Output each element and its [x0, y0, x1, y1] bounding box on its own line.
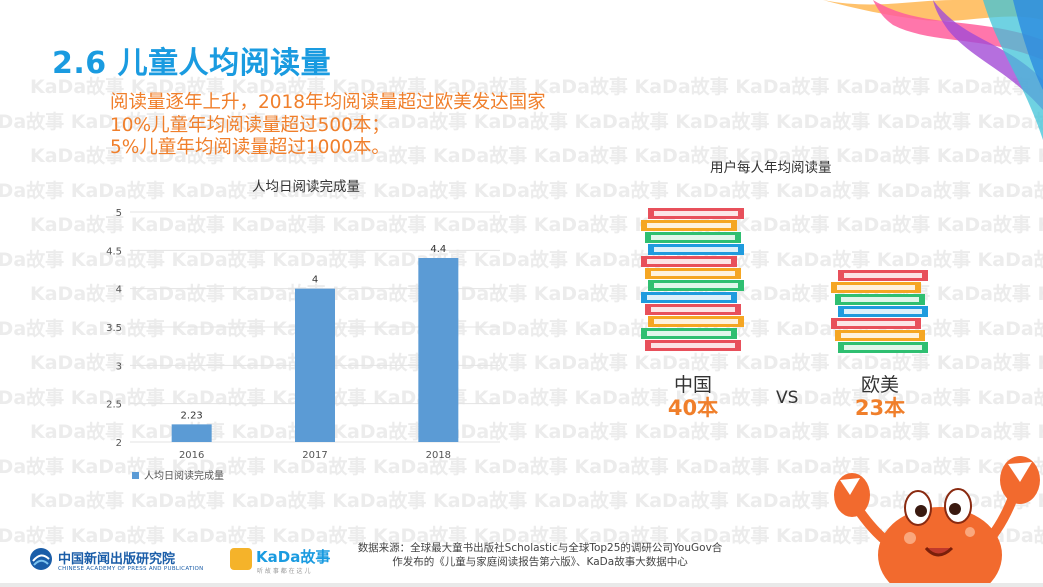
y-tick-label: 2: [116, 438, 122, 449]
crab-mascot-illustration: [834, 456, 1040, 587]
y-tick-label: 4.5: [106, 246, 122, 257]
bar-chart: 2 2.5 3 3.5 4 4.5 5 2.23 2016 4 2017 4.4 2018 人均日阅读完成…: [106, 208, 500, 482]
y-tick-label: 2.5: [106, 400, 122, 411]
data-label: 4.4: [430, 244, 446, 255]
book-pages: [837, 285, 915, 290]
legend-swatch: [132, 472, 139, 479]
book-pages: [844, 309, 922, 314]
y-tick-label: 5: [116, 208, 122, 219]
chart-title: 人均日阅读完成量: [252, 179, 360, 195]
org-logo-subtext: CHINESE ACADEMY OF PRESS AND PUBLICATION: [58, 566, 204, 572]
book-pages: [647, 295, 731, 300]
book-pages: [654, 319, 738, 324]
y-tick-label: 3.5: [106, 323, 122, 334]
decorative-ribbon-graphic: [823, 0, 1043, 140]
country-label-west: 欧美: [860, 374, 899, 396]
country-value-china: 40本: [667, 396, 719, 420]
subtitle-line-1: 阅读量逐年上升，2018年均阅读量超过欧美发达国家: [110, 92, 546, 113]
source-line-1: 数据来源：全球最大童书出版社Scholastic与全球Top25的调研公司You…: [357, 542, 723, 554]
subtitle-line-3: 5%儿童年均阅读量超过1000本。: [110, 137, 390, 158]
book-stack-west-icon: [831, 270, 928, 353]
book-pages: [844, 345, 922, 350]
book-pages: [841, 297, 919, 302]
y-tick-label: 4: [116, 285, 122, 296]
x-tick-label: 2016: [179, 450, 204, 461]
slide-title: 2.6 儿童人均阅读量: [52, 46, 332, 81]
country-label-china: 中国: [673, 374, 712, 396]
book-pages: [651, 235, 735, 240]
book-pages: [647, 223, 731, 228]
kada-logo-icon: [230, 548, 252, 570]
data-label: 2.23: [181, 410, 203, 421]
subtitle-block: 阅读量逐年上升，2018年均阅读量超过欧美发达国家 10%儿童年均阅读量超过50…: [110, 92, 546, 160]
brand-logo-subtext: 听 故 事 都 在 这 儿: [257, 568, 311, 575]
book-pages: [651, 271, 735, 276]
book-pages: [651, 343, 735, 348]
capub-logo-icon: [30, 548, 52, 570]
book-stack-china-icon: [641, 208, 744, 351]
book-pages: [651, 307, 735, 312]
book-pages: [654, 283, 738, 288]
x-tick-label: 2017: [302, 450, 327, 461]
data-source-note: 数据来源：全球最大童书出版社Scholastic与全球Top25的调研公司You…: [330, 541, 750, 569]
book-pages: [844, 273, 922, 278]
data-label: 4: [312, 275, 318, 286]
bar: [171, 424, 212, 442]
book-pages: [647, 331, 731, 336]
y-tick-label: 3: [116, 361, 122, 372]
legend-label: 人均日阅读完成量: [144, 469, 224, 482]
book-pages: [841, 333, 919, 338]
subtitle-line-2: 10%儿童年均阅读量超过500本；: [110, 114, 390, 136]
bar: [418, 258, 459, 442]
bar: [295, 288, 335, 442]
brand-logo-text: KaDa故事: [256, 548, 331, 566]
versus-label: VS: [776, 388, 799, 408]
country-value-west: 23本: [854, 396, 906, 420]
book-pages: [647, 259, 731, 264]
book-pages: [837, 321, 915, 326]
org-logo-text: 中国新闻出版研究院: [58, 552, 176, 567]
bottom-bar: [0, 583, 1043, 587]
x-tick-label: 2018: [426, 450, 451, 461]
book-pages: [654, 211, 738, 216]
comparison-title: 用户每人年均阅读量: [710, 160, 832, 176]
source-line-2: 作发布的《儿童与家庭阅读报告第六版》、KaDa故事大数据中心: [392, 556, 688, 568]
book-pages: [654, 247, 738, 252]
